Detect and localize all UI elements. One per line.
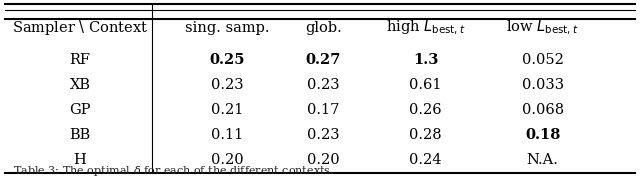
Text: 0.61: 0.61	[410, 78, 442, 92]
Text: GP: GP	[69, 103, 91, 117]
Text: 1.3: 1.3	[413, 53, 438, 67]
Text: 0.21: 0.21	[211, 103, 243, 117]
Text: XB: XB	[70, 78, 90, 92]
Text: high $L_{\mathrm{best},t}$: high $L_{\mathrm{best},t}$	[386, 18, 465, 37]
Text: 0.27: 0.27	[305, 53, 341, 67]
Text: 0.23: 0.23	[307, 128, 339, 142]
Text: H: H	[74, 153, 86, 167]
Text: 0.052: 0.052	[522, 53, 564, 67]
Text: 0.28: 0.28	[410, 128, 442, 142]
Text: BB: BB	[69, 128, 91, 142]
Text: 0.20: 0.20	[211, 153, 243, 167]
Text: N.A.: N.A.	[527, 153, 559, 167]
Text: 0.17: 0.17	[307, 103, 339, 117]
Text: glob.: glob.	[305, 21, 342, 35]
Text: 0.11: 0.11	[211, 128, 243, 142]
Text: Sampler $\backslash$ Context: Sampler $\backslash$ Context	[12, 18, 148, 37]
Text: 0.068: 0.068	[522, 103, 564, 117]
Text: 0.20: 0.20	[307, 153, 339, 167]
Text: 0.18: 0.18	[525, 128, 561, 142]
Text: 0.23: 0.23	[211, 78, 243, 92]
Text: low $L_{\mathrm{best},t}$: low $L_{\mathrm{best},t}$	[506, 18, 579, 37]
Text: 0.25: 0.25	[209, 53, 245, 67]
Text: 0.26: 0.26	[410, 103, 442, 117]
Text: Table 3: The optimal $\delta$ for each of the different contexts.: Table 3: The optimal $\delta$ for each o…	[13, 164, 334, 178]
Text: sing. samp.: sing. samp.	[185, 21, 269, 35]
Text: 0.24: 0.24	[410, 153, 442, 167]
Text: RF: RF	[70, 53, 90, 67]
Text: 0.23: 0.23	[307, 78, 339, 92]
Text: 0.033: 0.033	[522, 78, 564, 92]
